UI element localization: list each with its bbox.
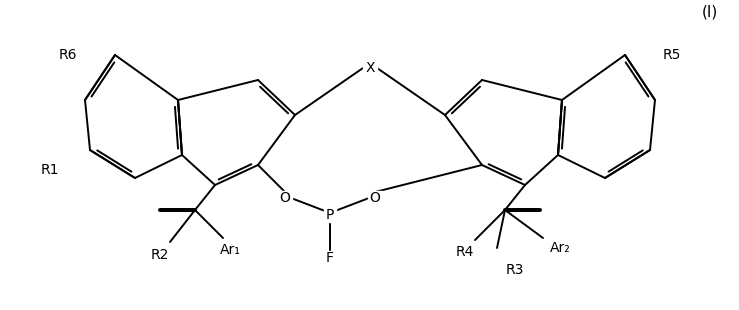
Text: R1: R1 (41, 163, 59, 177)
Bar (363, 61, 377, 75)
Bar (325, 251, 335, 265)
Text: R5: R5 (663, 48, 681, 62)
Text: F: F (326, 251, 334, 265)
Text: X: X (365, 61, 375, 75)
Bar (278, 191, 292, 205)
Text: R6: R6 (58, 48, 78, 62)
Bar (368, 191, 382, 205)
Text: P: P (326, 208, 334, 222)
Text: O: O (370, 191, 381, 205)
Text: O: O (279, 191, 290, 205)
Text: R2: R2 (151, 248, 169, 262)
Text: (I): (I) (702, 5, 718, 20)
Text: Ar₁: Ar₁ (219, 243, 240, 257)
Text: R4: R4 (456, 245, 474, 259)
Bar (324, 208, 336, 222)
Text: R3: R3 (505, 263, 524, 277)
Text: Ar₂: Ar₂ (550, 241, 571, 255)
